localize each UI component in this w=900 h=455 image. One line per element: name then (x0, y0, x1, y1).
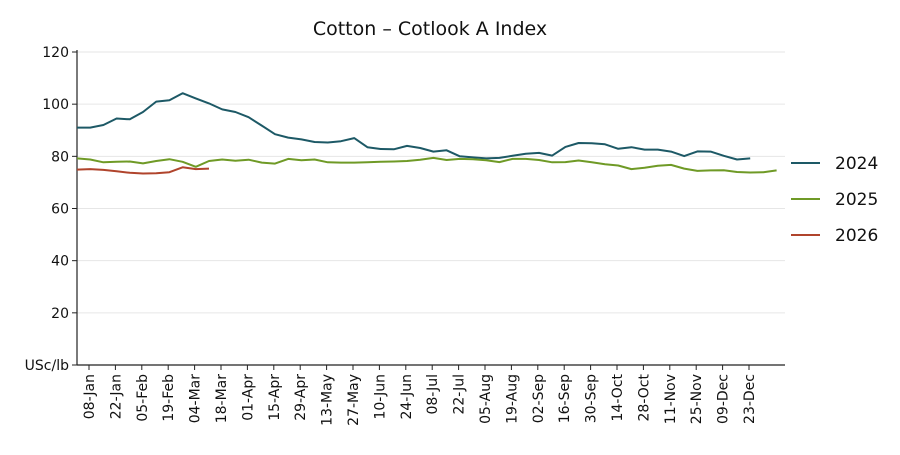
x-tick-label: 19-Aug (504, 374, 520, 424)
x-tick-label: 01-Apr (240, 374, 256, 421)
legend-label-2026: 2026 (835, 226, 878, 246)
x-tick-label: 19-Feb (161, 374, 177, 422)
x-tick-label: 15-Apr (267, 374, 283, 421)
y-tick-label: 120 (42, 45, 69, 61)
x-tick-label: 10-Jun (372, 374, 388, 420)
x-tick-label: 11-Nov (663, 374, 679, 424)
x-tick-label: 29-Apr (293, 374, 309, 421)
y-tick-label: 40 (51, 254, 69, 270)
x-tick-label: 02-Sep (531, 374, 547, 423)
x-tick-label: 22-Jul (452, 374, 468, 415)
series-line-2026 (76, 166, 210, 175)
x-tick-label: 22-Jan (108, 374, 124, 419)
axes: USc/lb 20 40 60 80 100 120 08-Jan 22-Jan 05-Feb 19… (25, 45, 785, 426)
y-tick-label: 20 (51, 306, 69, 322)
x-tick-label: 28-Oct (636, 373, 652, 421)
gridlines (77, 51, 785, 314)
x-tick-label: 05-Aug (478, 374, 494, 424)
legend-label-2025: 2025 (835, 190, 878, 210)
x-tick-label: 25-Nov (689, 374, 705, 424)
x-tick-label: 24-Jun (399, 374, 415, 420)
series-line-2025 (76, 156, 777, 174)
series-lines (76, 92, 777, 175)
legend: 2024 2025 2026 (791, 154, 878, 246)
x-tick-label: 08-Jul (425, 374, 441, 415)
legend-label-2024: 2024 (835, 154, 878, 174)
y-tick-label: 80 (51, 149, 69, 165)
chart-title: Cotton – Cotlook A Index (313, 18, 547, 40)
x-tick-label: 08-Jan (82, 374, 98, 419)
y-tick-label: 100 (42, 97, 69, 113)
series-line-2024 (77, 92, 751, 161)
x-tick-label: 30-Sep (584, 374, 600, 423)
x-tick-label: 09-Dec (716, 374, 732, 424)
x-tick-label: 16-Sep (557, 374, 573, 423)
x-tick-label: 27-May (346, 374, 362, 426)
x-tick-label: 13-May (320, 374, 336, 426)
y-tick-label: 60 (51, 202, 69, 218)
x-tick-label: 04-Mar (188, 374, 204, 424)
x-tick-label: 18-Mar (214, 374, 230, 424)
x-tick-label: 14-Oct (610, 373, 626, 421)
y-axis-unit-label: USc/lb (25, 358, 69, 374)
x-tick-label: 23-Dec (742, 374, 758, 424)
x-tick-label: 05-Feb (135, 374, 151, 422)
